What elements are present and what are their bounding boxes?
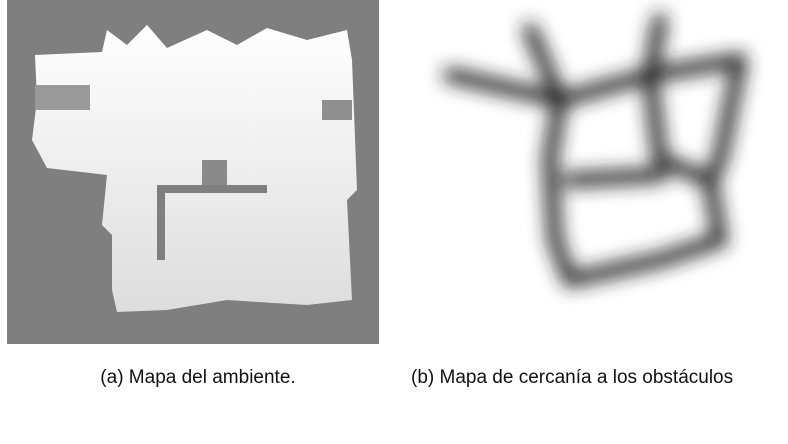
caption: (a) Mapa del ambiente. bbox=[0, 363, 396, 393]
page: (a) Mapa del ambiente. (b) Mapa de cerca… bbox=[0, 0, 788, 444]
caption: (b) Mapa de cercanía a los obstáculos bbox=[411, 363, 783, 393]
environment-map bbox=[7, 0, 379, 344]
proximity-map bbox=[410, 0, 788, 344]
